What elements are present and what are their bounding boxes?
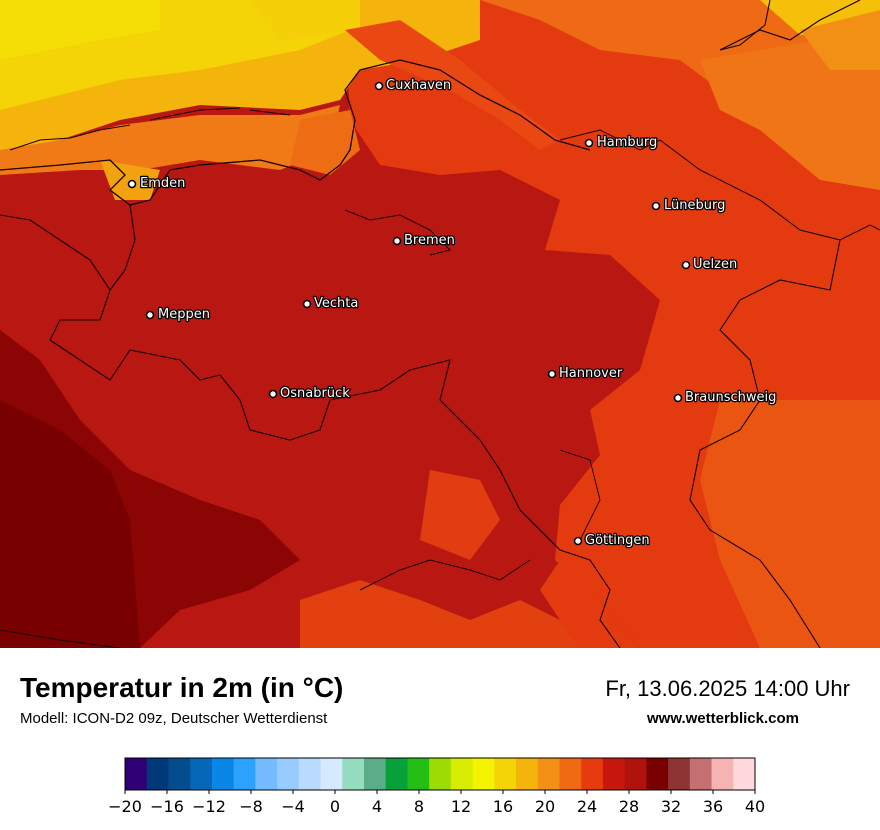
- coastline: [0, 59, 591, 206]
- city-marker: [302, 299, 312, 309]
- city-marker: [392, 236, 402, 246]
- legend-color-step: [689, 758, 713, 790]
- model-source: Modell: ICON-D2 09z, Deutscher Wetterdie…: [20, 710, 328, 727]
- legend-color-step: [342, 758, 365, 790]
- city-hannover: Hannover: [547, 365, 624, 382]
- legend-color-step: [602, 758, 626, 790]
- legend-tick-label: 20: [535, 797, 555, 816]
- legend-color-step: [668, 758, 691, 790]
- city-label: Osnabrück: [280, 386, 350, 401]
- legend-color-step: [146, 758, 169, 790]
- legend-tick-label: 16: [493, 797, 513, 816]
- wadden-sea: [0, 105, 340, 175]
- legend-color-step: [472, 758, 495, 790]
- legend-color-step: [255, 758, 278, 790]
- legend-tick-label: 28: [619, 797, 639, 816]
- legend-color-step: [407, 758, 430, 790]
- legend-tick-label: 40: [745, 797, 765, 816]
- city-marker: [268, 389, 278, 399]
- temperature-map: Cuxhaven Hamburg Emden Lüneburg Bremen U…: [0, 0, 880, 648]
- city-label: Uelzen: [693, 257, 737, 272]
- legend-color-step: [211, 758, 235, 790]
- city-meppen: Meppen: [145, 306, 211, 323]
- city-marker: [673, 393, 683, 403]
- city-marker: [127, 179, 137, 189]
- map-canvas: Cuxhaven Hamburg Emden Lüneburg Bremen U…: [0, 0, 880, 648]
- legend-tick-label: 4: [372, 797, 382, 816]
- city-hamburg: Hamburg: [584, 134, 659, 151]
- city-emden: Emden: [127, 175, 187, 192]
- legend-color-step: [363, 758, 387, 790]
- legend-color-step: [320, 758, 343, 790]
- legend-color-step: [168, 758, 191, 790]
- legend-color-step: [537, 758, 560, 790]
- legend-color-step: [646, 758, 669, 790]
- legend-tick-label: 32: [661, 797, 681, 816]
- map-title: Temperatur in 2m (in °C): [20, 672, 344, 703]
- city-uelzen: Uelzen: [681, 256, 738, 273]
- city-label: Göttingen: [585, 533, 650, 548]
- legend-tick-label: 8: [414, 797, 424, 816]
- bremen-border: [344, 209, 451, 256]
- city-goettingen: Göttingen: [573, 532, 651, 549]
- city-marker: [374, 81, 384, 91]
- legend-color-step: [233, 758, 256, 790]
- legend-tick-label: −12: [192, 797, 226, 816]
- legend-tick-label: −8: [239, 797, 263, 816]
- legend-color-step: [711, 758, 734, 790]
- city-marker: [547, 369, 557, 379]
- city-label: Braunschweig: [685, 390, 776, 405]
- city-osnabrueck: Osnabrück: [268, 385, 351, 402]
- city-label: Hannover: [559, 366, 623, 381]
- legend-color-step: [125, 758, 148, 790]
- city-braunschweig: Braunschweig: [673, 389, 778, 406]
- city-vechta: Vechta: [302, 295, 360, 312]
- city-bremen: Bremen: [392, 232, 456, 249]
- legend-tick-label: 0: [330, 797, 340, 816]
- city-label: Lüneburg: [664, 198, 725, 213]
- legend-colorbar: −20 −16 −12 −8 −4 0 4 8 12 16 20 24 28 32 36 40: [108, 757, 765, 816]
- legend-color-step: [733, 758, 756, 790]
- national-border: [109, 204, 136, 291]
- legend-color-step: [298, 758, 322, 790]
- legend-color-step: [494, 758, 517, 790]
- legend-tick-label: 24: [577, 797, 597, 816]
- legend-color-step: [581, 758, 604, 790]
- forecast-datetime: Fr, 13.06.2025 14:00 Uhr: [605, 676, 850, 701]
- hamburg-border: [559, 129, 661, 151]
- legend-frame: [124, 757, 756, 791]
- city-label: Hamburg: [597, 135, 657, 150]
- legend-color-step: [429, 758, 452, 790]
- legend-tick-label: −16: [150, 797, 184, 816]
- city-lueneburg: Lüneburg: [651, 197, 727, 214]
- state-border-south: [0, 214, 621, 648]
- legend-color-step: [450, 758, 474, 790]
- city-label: Emden: [140, 176, 185, 191]
- city-marker: [584, 138, 594, 148]
- city-label: Meppen: [158, 307, 210, 322]
- color-legend: −20 −16 −12 −8 −4 0 4 8 12 16 20 24 28 32 36 40: [100, 750, 780, 822]
- city-marker: [651, 201, 661, 211]
- state-border-east: [689, 239, 841, 648]
- legend-tick-label: −20: [108, 797, 142, 816]
- warm-zone-south: [300, 580, 580, 648]
- website-link[interactable]: www.wetterblick.com: [647, 710, 799, 727]
- city-marker: [145, 310, 155, 320]
- city-label: Cuxhaven: [386, 78, 451, 93]
- legend-tick-label: −4: [281, 797, 305, 816]
- city-label: Vechta: [314, 296, 358, 311]
- city-cuxhaven: Cuxhaven: [374, 77, 452, 94]
- legend-color-step: [190, 758, 213, 790]
- city-marker: [573, 536, 583, 546]
- legend-tick-label: 12: [451, 797, 471, 816]
- legend-color-step: [624, 758, 647, 790]
- legend-color-step: [277, 758, 300, 790]
- legend-tick-label: 36: [703, 797, 723, 816]
- legend-color-step: [559, 758, 582, 790]
- legend-color-step: [516, 758, 539, 790]
- legend-color-step: [385, 758, 408, 790]
- city-label: Bremen: [404, 233, 455, 248]
- city-marker: [681, 260, 691, 270]
